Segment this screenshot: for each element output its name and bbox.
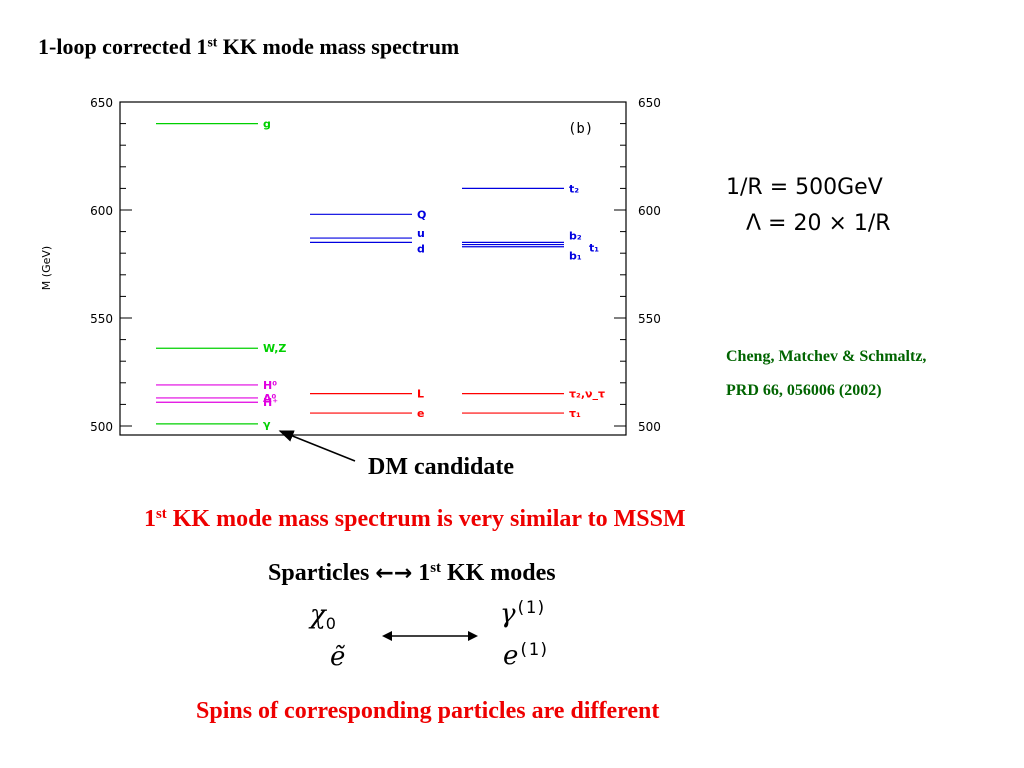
chi-subscript: 0 <box>325 614 336 634</box>
dm-candidate-arrow <box>278 430 356 462</box>
mass-level-label: γ <box>263 418 271 431</box>
e-one-symbol: e(1) <box>503 640 549 671</box>
citation-authors: Cheng, Matchev & Schmaltz, <box>726 348 927 365</box>
gamma-superscript: (1) <box>515 598 547 618</box>
citation: Cheng, Matchev & Schmaltz, PRD 66, 05600… <box>726 340 926 408</box>
title-rest: KK mode mass spectrum <box>217 34 460 59</box>
similar-rest: KK mode mass spectrum is very similar to… <box>166 506 686 532</box>
sparticles-num: 1 <box>412 560 431 586</box>
mass-level-label: H⁰ <box>263 379 277 392</box>
y-tick-label-right: 550 <box>638 312 661 326</box>
param-cutoff: Λ = 20 × 1/R <box>746 211 891 236</box>
title-main: 1-loop corrected 1 <box>38 34 208 59</box>
mass-level-label: e <box>417 407 424 420</box>
axis-ticks <box>120 101 626 427</box>
mass-level-label: d <box>417 242 425 255</box>
y-tick-labels: 500 500 550 550 600 600 650 650 <box>90 96 661 434</box>
similar-sup: st <box>156 505 167 522</box>
y-tick-label-right: 500 <box>638 420 661 434</box>
similar-main: 1 <box>144 506 156 532</box>
chi-symbol: χ0 <box>310 600 336 633</box>
e-superscript: (1) <box>518 640 550 660</box>
mass-level-label: b₂ <box>569 229 582 242</box>
sparticles-word: Sparticles <box>268 560 370 586</box>
kk-modes-word: KK modes <box>440 560 556 586</box>
mass-level-label: g <box>263 118 271 131</box>
gamma-letter: γ <box>500 599 516 629</box>
spins-statement: Spins of corresponding particles are dif… <box>196 698 660 724</box>
model-parameters: 1/R = 500GeV Λ = 20 × 1/R <box>726 170 891 242</box>
y-tick-label-left: 650 <box>90 96 113 110</box>
mass-level-label: τ₁ <box>569 407 581 420</box>
e-tilde-symbol: ẽ <box>330 642 346 672</box>
mass-level-label: u <box>417 227 425 240</box>
y-axis-label: M (GeV) <box>40 246 53 290</box>
gamma-one-symbol: γ(1) <box>500 598 546 629</box>
sparticles-line: Sparticles ←→ 1st KK modes <box>268 560 556 587</box>
mass-level-label: H⁺ <box>263 396 278 409</box>
double-arrow-icon: ←→ <box>375 561 413 586</box>
y-tick-label-right: 600 <box>638 204 661 218</box>
title-sup: st <box>207 34 218 50</box>
mass-level-label: Q <box>417 208 426 221</box>
chi-letter: χ <box>310 600 326 630</box>
correspondence-arrow <box>382 631 478 641</box>
citation-journal: PRD 66, 056006 (2002) <box>726 382 882 399</box>
mass-level-label: A⁰ <box>263 392 277 405</box>
y-tick-label-left: 500 <box>90 420 113 434</box>
slide-title: 1-loop corrected 1st KK mode mass spectr… <box>38 34 459 60</box>
mass-level-label: t₁ <box>589 242 599 255</box>
mass-level-label: W,Z <box>263 342 286 355</box>
y-tick-label-right: 650 <box>638 96 661 110</box>
mass-level-label: t₂ <box>569 182 579 195</box>
mass-level-label: L <box>417 388 424 401</box>
param-radius: 1/R = 500GeV <box>726 175 883 200</box>
plot-frame <box>119 101 627 436</box>
e-letter: e <box>503 641 519 671</box>
y-tick-label-left: 600 <box>90 204 113 218</box>
sparticles-sup: st <box>430 559 441 576</box>
mass-level-label: τ₂,ν_τ <box>569 388 605 401</box>
dm-candidate-label: DM candidate <box>368 454 514 480</box>
similarity-statement: 1st KK mode mass spectrum is very simila… <box>144 506 686 533</box>
y-tick-label-left: 550 <box>90 312 113 326</box>
panel-label: (b) <box>568 121 593 137</box>
mass-level-label: b₁ <box>569 250 582 263</box>
